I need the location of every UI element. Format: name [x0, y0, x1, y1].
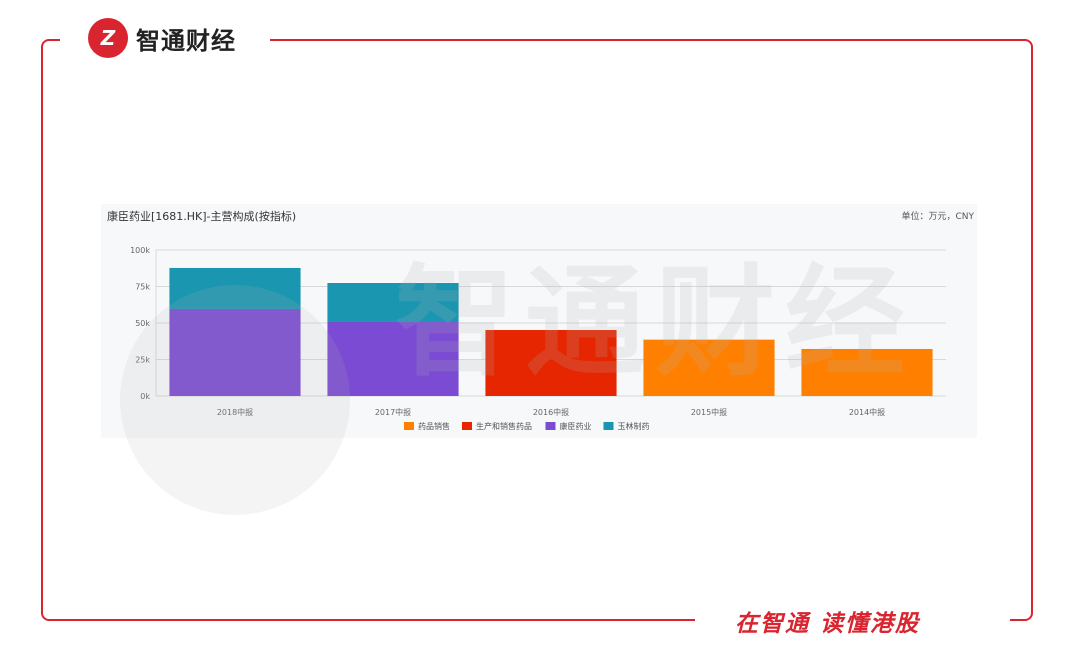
brand-frame — [41, 39, 1033, 621]
legend-item[interactable]: 玉林制药 — [618, 421, 650, 431]
bar-1-2 — [485, 330, 617, 396]
legend-swatch — [603, 422, 614, 430]
bar-2-1 — [327, 321, 459, 396]
legend-item[interactable]: 药品销售 — [418, 421, 450, 431]
x-tick-label: 2014中报 — [849, 407, 885, 417]
slogan: 在智通 读懂港股 — [735, 611, 921, 637]
logo-icon: Z — [88, 18, 128, 58]
bar-2-0 — [169, 308, 301, 396]
logo-text: 智通财经 — [136, 26, 236, 55]
x-tick-label: 2018中报 — [217, 407, 253, 417]
x-tick-label: 2016中报 — [533, 407, 569, 417]
bar-3-0 — [169, 267, 301, 309]
legend-swatch — [462, 422, 472, 430]
legend-item[interactable]: 康臣药业 — [560, 421, 592, 431]
chart-unit: 单位：万元，CNY — [901, 212, 974, 222]
y-tick-label: 75k — [135, 283, 150, 292]
bar-0-4 — [801, 348, 933, 396]
y-tick-label: 50k — [135, 319, 150, 328]
bar-3-1 — [327, 282, 459, 322]
bar-0-3 — [643, 339, 775, 396]
y-tick-label: 100k — [130, 246, 150, 255]
chart-title: 康臣药业[1681.HK]-主营构成(按指标) — [107, 210, 297, 223]
brand-logo: Z 智通财经 — [88, 18, 236, 58]
x-tick-label: 2017中报 — [375, 407, 411, 417]
y-tick-label: 25k — [135, 356, 150, 365]
legend-swatch — [404, 422, 414, 430]
legend-item[interactable]: 生产和销售药品 — [476, 421, 532, 431]
legend-swatch — [545, 422, 556, 430]
y-tick-label: 0k — [140, 392, 150, 401]
x-tick-label: 2015中报 — [691, 407, 727, 417]
